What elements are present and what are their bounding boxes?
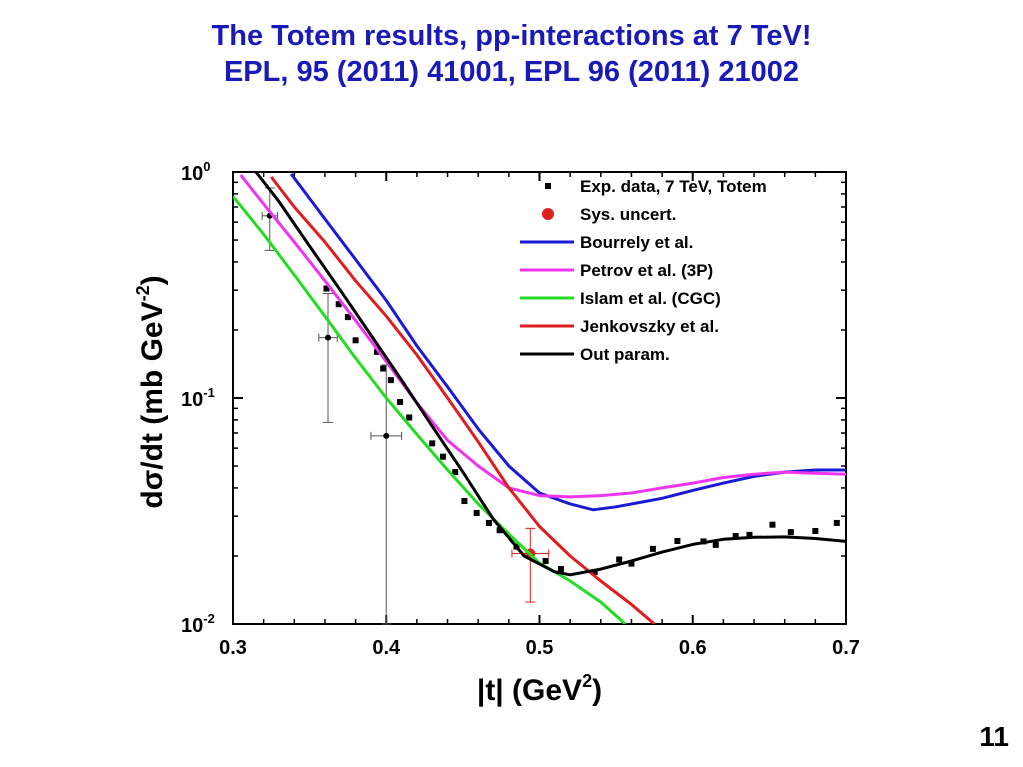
data-point-err [383, 432, 390, 439]
data-point [387, 377, 394, 384]
legend-label: Jenkovszky et al. [580, 317, 719, 336]
data-point [485, 519, 492, 526]
data-point [712, 541, 719, 548]
data-point [732, 533, 739, 540]
data-point [374, 348, 381, 355]
data-point [380, 365, 387, 372]
x-axis-label: |t| (GeV2) [477, 671, 602, 707]
legend-swatch-circle [542, 208, 554, 220]
series-line-5 [233, 195, 627, 624]
slide-title: The Totem results, pp-interactions at 7 … [0, 18, 1023, 90]
data-point [429, 440, 436, 447]
data-point [557, 566, 564, 573]
data-point [628, 560, 635, 567]
data-point [439, 453, 446, 460]
series-line-6 [270, 176, 656, 624]
x-tick-label: 0.7 [832, 637, 860, 659]
series-line-4 [239, 174, 846, 499]
data-point [344, 314, 351, 321]
legend-label: Bourrely et al. [580, 233, 693, 252]
data-point [787, 529, 794, 536]
data-point [674, 537, 681, 544]
series-line-7 [254, 172, 846, 577]
data-point [616, 556, 623, 563]
data-point [649, 545, 656, 552]
data-point [461, 498, 468, 505]
data-point [746, 531, 753, 538]
data-point [323, 285, 330, 292]
data-point [833, 519, 840, 526]
y-tick-label: 100 [181, 159, 210, 185]
data-point-err [325, 334, 332, 341]
data-point [397, 399, 404, 406]
series-line-3 [290, 173, 846, 512]
legend-swatch-square [545, 183, 551, 189]
slide-title-line-2: EPL, 95 (2011) 41001, EPL 96 (2011) 2100… [223, 56, 800, 88]
x-tick-label: 0.4 [372, 637, 401, 659]
legend-label: Out param. [580, 345, 670, 364]
data-point [452, 469, 459, 476]
data-point [473, 509, 480, 516]
data-point [769, 521, 776, 528]
legend-label: Exp. data, 7 TeV, Totem [580, 177, 767, 196]
data-point [591, 568, 598, 575]
page-number: 11 [979, 721, 1009, 752]
y-axis-label: dσ/dt (mb GeV-2) [133, 275, 169, 508]
data-point [812, 527, 819, 534]
legend-label: Islam et al. (CGC) [580, 289, 721, 308]
x-tick-label: 0.6 [679, 637, 707, 659]
legend-label: Sys. uncert. [580, 205, 676, 224]
slide-title-line-1: The Totem results, pp-interactions at 7 … [211, 20, 812, 52]
data-point [335, 301, 342, 308]
data-point [496, 527, 503, 534]
x-tick-label: 0.3 [219, 637, 247, 659]
y-tick-label: 10-1 [181, 385, 215, 411]
y-tick-label: 10-2 [181, 611, 215, 637]
x-tick-label: 0.5 [526, 637, 554, 659]
data-point [406, 414, 413, 421]
legend-label: Petrov et al. (3P) [580, 261, 713, 280]
data-point [352, 337, 359, 344]
data-point [542, 558, 549, 565]
